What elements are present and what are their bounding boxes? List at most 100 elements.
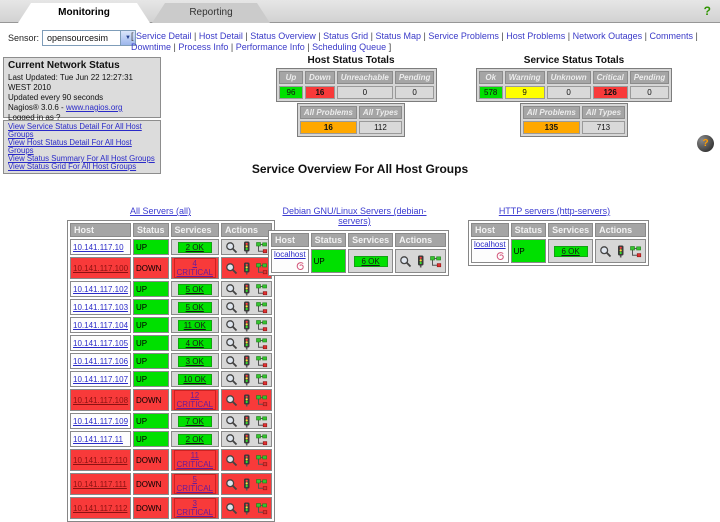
service-count-link[interactable]: 4 CRITICAL (176, 259, 213, 277)
status-map-icon[interactable] (255, 373, 268, 386)
service-detail-icon[interactable] (225, 433, 238, 446)
services-warning-link[interactable]: Warning (508, 73, 541, 82)
host-all-types-link[interactable]: All Types (362, 108, 399, 117)
status-map-icon[interactable] (429, 255, 442, 268)
status-map-icon[interactable] (629, 245, 642, 258)
nav-link[interactable]: Service Detail (136, 31, 192, 41)
status-map-icon[interactable] (255, 394, 268, 407)
nav-link[interactable]: Status Grid (323, 31, 369, 41)
services-pending-link[interactable]: Pending (633, 73, 666, 82)
host-link[interactable]: 10.141.117.110 (73, 455, 128, 465)
service-all-types-link[interactable]: All Types (585, 108, 622, 117)
dropdown-arrow-icon[interactable]: ▼ (120, 31, 135, 45)
status-detail-icon[interactable] (240, 415, 253, 428)
services-unknown-link[interactable]: Unknown (550, 73, 587, 82)
nav-link[interactable]: Service Problems (428, 31, 499, 41)
host-link[interactable]: 10.141.117.100 (73, 263, 129, 273)
status-detail-icon[interactable] (240, 283, 253, 296)
host-link[interactable]: 10.141.117.106 (73, 356, 129, 366)
status-detail-icon[interactable] (240, 394, 253, 407)
service-count-link[interactable]: 3 OK (185, 356, 204, 366)
status-map-icon[interactable] (255, 454, 268, 467)
nav-link[interactable]: Host Problems (506, 31, 566, 41)
host-link[interactable]: 10.141.117.107 (73, 374, 129, 384)
quick-link[interactable]: View Status Summary For All Host Groups (8, 154, 155, 163)
service-count-link[interactable]: 7 OK (185, 416, 204, 426)
host-link[interactable]: 10.141.117.109 (73, 416, 129, 426)
nav-link[interactable]: Host Detail (198, 31, 243, 41)
nav-link[interactable]: Process Info (178, 42, 229, 52)
nagios-org-link[interactable]: www.nagios.org (65, 103, 123, 112)
service-count-link[interactable]: 6 OK (561, 246, 580, 256)
service-detail-icon[interactable] (225, 319, 238, 332)
service-detail-icon[interactable] (225, 502, 238, 515)
services-critical-link[interactable]: Critical (596, 73, 624, 82)
hostgroup-title-link[interactable]: HTTP servers (http-servers) (498, 206, 611, 216)
status-detail-icon[interactable] (240, 454, 253, 467)
status-map-icon[interactable] (255, 415, 268, 428)
tab-reporting[interactable]: Reporting (152, 3, 270, 23)
service-detail-icon[interactable] (225, 283, 238, 296)
service-count-link[interactable]: 3 CRITICAL (176, 499, 213, 517)
service-all-problems-link[interactable]: All Problems (526, 108, 576, 117)
service-detail-icon[interactable] (225, 394, 238, 407)
status-map-icon[interactable] (255, 262, 268, 275)
nav-link[interactable]: Scheduling Queue (312, 42, 387, 52)
service-count-link[interactable]: 5 CRITICAL (176, 475, 213, 493)
hosts-down-link[interactable]: Down (309, 73, 331, 82)
hostgroup-title-link[interactable]: All Servers (all) (129, 206, 191, 216)
nav-link[interactable]: Downtime (131, 42, 172, 52)
service-count-link[interactable]: 10 OK (183, 374, 207, 384)
status-detail-icon[interactable] (240, 319, 253, 332)
status-detail-icon[interactable] (240, 478, 253, 491)
host-link[interactable]: 10.141.117.108 (73, 395, 129, 405)
service-detail-icon[interactable] (225, 478, 238, 491)
status-map-icon[interactable] (255, 283, 268, 296)
help-icon[interactable]: ? (703, 4, 711, 18)
host-link[interactable]: 10.141.117.10 (73, 242, 124, 252)
host-link[interactable]: 10.141.117.103 (73, 302, 129, 312)
status-detail-icon[interactable] (414, 255, 427, 268)
service-count-link[interactable]: 12 CRITICAL (176, 391, 213, 409)
status-map-icon[interactable] (255, 241, 268, 254)
nav-link[interactable]: Comments (649, 31, 694, 41)
status-detail-icon[interactable] (614, 245, 627, 258)
status-detail-icon[interactable] (240, 301, 253, 314)
service-detail-icon[interactable] (225, 337, 238, 350)
status-detail-icon[interactable] (240, 241, 253, 254)
tab-monitoring[interactable]: Monitoring (18, 3, 150, 23)
host-link[interactable]: 10.141.117.102 (73, 284, 129, 294)
service-count-link[interactable]: 4 OK (185, 338, 204, 348)
hosts-unreachable-link[interactable]: Unreachable (340, 73, 389, 82)
service-count-link[interactable]: 2 OK (185, 242, 204, 252)
service-detail-icon[interactable] (225, 415, 238, 428)
status-detail-icon[interactable] (240, 502, 253, 515)
hostgroup-title-link[interactable]: Debian GNU/Linux Servers (debian-servers… (282, 206, 427, 226)
service-detail-icon[interactable] (225, 355, 238, 368)
host-link[interactable]: 10.141.117.112 (73, 503, 128, 513)
status-map-icon[interactable] (255, 478, 268, 491)
sensor-select[interactable]: opensourcesim ▼ (42, 30, 136, 46)
service-detail-icon[interactable] (225, 241, 238, 254)
status-map-icon[interactable] (255, 337, 268, 350)
status-map-icon[interactable] (255, 433, 268, 446)
status-map-icon[interactable] (255, 319, 268, 332)
service-detail-icon[interactable] (225, 301, 238, 314)
hosts-up-link[interactable]: Up (285, 73, 297, 82)
quick-link[interactable]: View Host Status Detail For All Host Gro… (8, 138, 132, 155)
service-detail-icon[interactable] (599, 245, 612, 258)
service-detail-icon[interactable] (225, 454, 238, 467)
host-link[interactable]: localhost (474, 240, 506, 249)
status-detail-icon[interactable] (240, 433, 253, 446)
status-map-icon[interactable] (255, 355, 268, 368)
context-help-icon[interactable]: ? (697, 135, 714, 152)
service-count-link[interactable]: 6 OK (361, 256, 380, 266)
status-map-icon[interactable] (255, 301, 268, 314)
service-count-link[interactable]: 5 OK (185, 284, 204, 294)
status-map-icon[interactable] (255, 502, 268, 515)
host-link[interactable]: localhost (274, 250, 306, 259)
status-detail-icon[interactable] (240, 262, 253, 275)
service-detail-icon[interactable] (225, 262, 238, 275)
status-detail-icon[interactable] (240, 373, 253, 386)
host-all-problems-link[interactable]: All Problems (303, 108, 353, 117)
